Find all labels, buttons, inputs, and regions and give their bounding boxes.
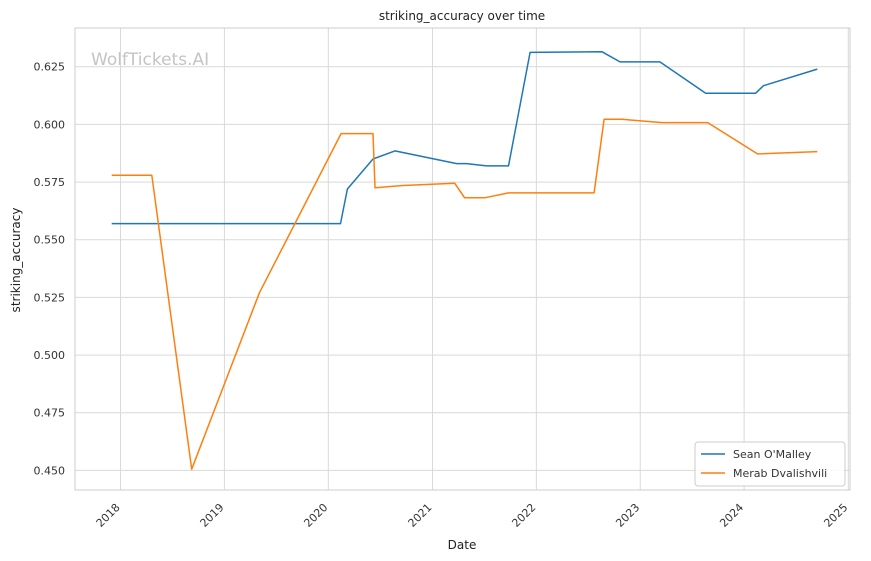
legend-box	[694, 441, 846, 487]
plot-frame	[74, 27, 851, 491]
series-line-1	[111, 118, 818, 470]
x-axis-label: Date	[448, 538, 477, 552]
legend-label-1: Merab Dvalishvili	[733, 467, 827, 480]
watermark-group: WolfTickets.AI	[91, 50, 209, 70]
y-tick-label: 0.450	[34, 464, 66, 477]
y-tick-label: 0.550	[34, 234, 66, 247]
y-tick-label: 0.525	[34, 291, 66, 304]
legend: Sean O'Malley Merab Dvalishvili	[694, 441, 846, 487]
grid	[75, 28, 850, 490]
series-layer	[111, 51, 818, 470]
y-tick-label: 0.575	[34, 176, 66, 189]
legend-label-0: Sean O'Malley	[733, 448, 812, 461]
y-axis-label: striking_accuracy	[9, 208, 23, 313]
watermark: WolfTickets.AI	[91, 50, 209, 70]
y-axis-ticks: 0.450 0.475 0.500 0.525 0.550 0.575 0.600 0.625	[34, 61, 66, 478]
chart-title: striking_accuracy over time	[379, 9, 545, 23]
y-tick-label: 0.500	[34, 349, 66, 362]
series-line-0	[111, 51, 818, 225]
y-tick-label: 0.625	[34, 61, 66, 74]
y-tick-label: 0.475	[34, 407, 66, 420]
y-tick-label: 0.600	[34, 118, 66, 131]
